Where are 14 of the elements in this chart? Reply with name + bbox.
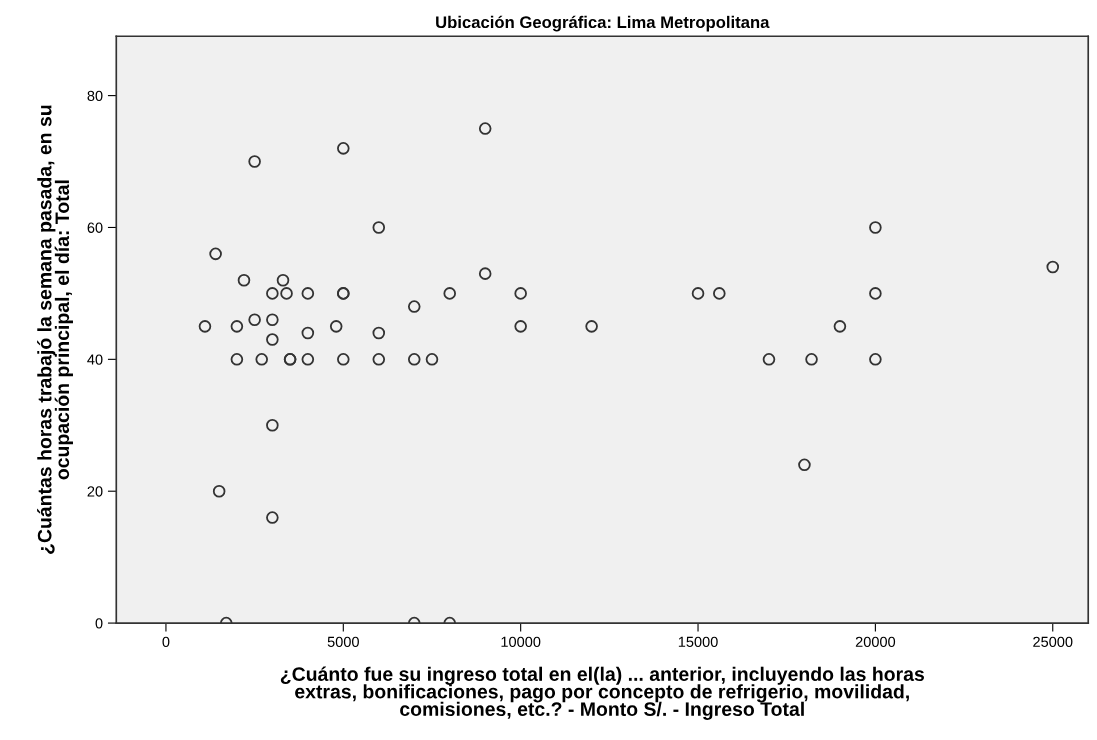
x-tick-label: 5000: [327, 636, 359, 647]
y-tick-label: 0: [95, 618, 103, 629]
y-axis-title: ¿Cuántas horas trabajó la semana pasada, en su ocupación principal, el día: Total: [37, 105, 73, 554]
x-tick-label: 15000: [678, 636, 718, 647]
chart-title: Ubicación Geográfica: Lima Metropolitana: [436, 15, 770, 32]
y-tick-label: 80: [87, 90, 103, 102]
y-tick-label: 40: [87, 354, 103, 365]
x-tick-label: 20000: [855, 636, 896, 647]
y-tick-label: 60: [87, 222, 103, 233]
x-axis-title: ¿Cuánto fue su ingreso total en el(la) ... anterior, incluyendo las horas extras, bonificaciones, pago por concepto de refrigerio, movilidad, comisiones, etc.? - Monto S/. - Ingreso Total: [280, 666, 924, 720]
y-tick-label: 20: [87, 486, 103, 497]
x-tick-label: 25000: [1033, 636, 1073, 647]
x-tick-label: 0: [162, 636, 170, 647]
x-tick-label: 10000: [501, 636, 541, 647]
